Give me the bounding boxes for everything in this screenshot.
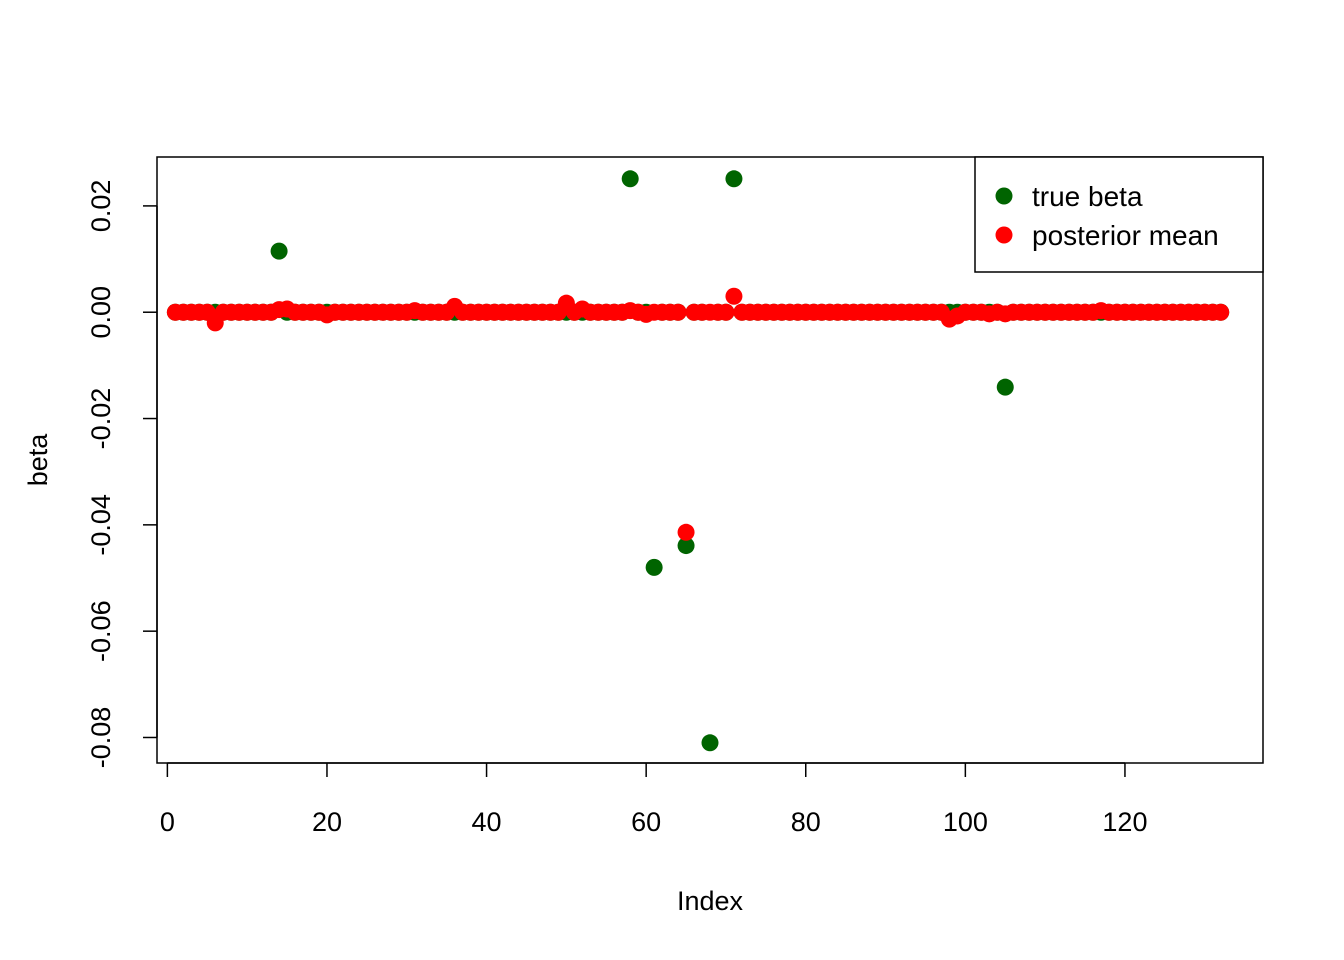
x-tick-label: 20 [312, 807, 342, 837]
x-axis: 0 20 40 60 80 100 120 [160, 762, 1147, 837]
point-true-beta [677, 537, 695, 555]
x-axis-label: Index [677, 886, 744, 916]
point-true-beta [996, 378, 1014, 396]
y-tick-label: 0.00 [86, 286, 116, 339]
point-true-beta [701, 734, 719, 752]
legend: true beta posterior mean [974, 156, 1264, 273]
y-axis: 0.02 0.00 -0.02 -0.04 -0.06 -0.08 [86, 180, 158, 769]
legend-marker-true-beta [995, 187, 1013, 205]
point-posterior-mean [717, 303, 735, 321]
point-true-beta [270, 242, 288, 260]
y-tick-label: -0.02 [86, 388, 116, 450]
point-true-beta [621, 170, 639, 188]
point-posterior-mean [677, 523, 695, 541]
point-posterior-mean [725, 287, 743, 305]
y-tick-label: 0.02 [86, 180, 116, 233]
legend-label-posterior-mean: posterior mean [1032, 220, 1219, 251]
point-posterior-mean [1212, 303, 1230, 321]
x-tick-label: 60 [631, 807, 661, 837]
y-tick-label: -0.04 [86, 494, 116, 556]
legend-marker-posterior-mean [995, 226, 1013, 244]
point-true-beta [725, 170, 743, 188]
point-posterior-mean [669, 303, 687, 321]
series-posterior-mean [166, 287, 1230, 541]
y-tick-label: -0.06 [86, 600, 116, 662]
x-tick-label: 80 [791, 807, 821, 837]
y-axis-label: beta [23, 433, 53, 487]
x-tick-label: 40 [472, 807, 502, 837]
x-tick-label: 120 [1102, 807, 1147, 837]
x-tick-label: 0 [160, 807, 175, 837]
y-tick-label: -0.08 [86, 707, 116, 769]
legend-label-true-beta: true beta [1032, 181, 1143, 212]
legend-box [974, 156, 1264, 273]
point-true-beta [645, 558, 663, 576]
x-tick-label: 100 [943, 807, 988, 837]
